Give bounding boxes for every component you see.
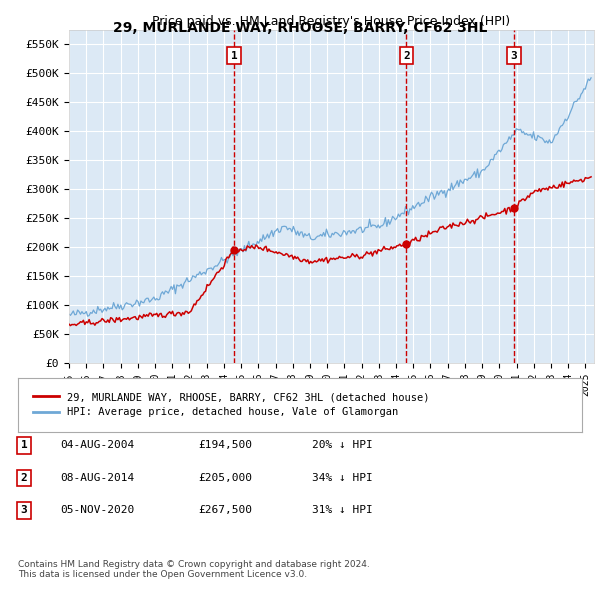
Legend: 29, MURLANDE WAY, RHOOSE, BARRY, CF62 3HL (detached house), HPI: Average price, : 29, MURLANDE WAY, RHOOSE, BARRY, CF62 3H… [29, 388, 434, 421]
Text: 3: 3 [20, 506, 28, 515]
Text: £194,500: £194,500 [198, 441, 252, 450]
Text: 1: 1 [230, 51, 238, 61]
Text: 08-AUG-2014: 08-AUG-2014 [60, 473, 134, 483]
Text: 20% ↓ HPI: 20% ↓ HPI [312, 441, 373, 450]
Text: £205,000: £205,000 [198, 473, 252, 483]
Text: £267,500: £267,500 [198, 506, 252, 515]
Text: 29, MURLANDE WAY, RHOOSE, BARRY, CF62 3HL: 29, MURLANDE WAY, RHOOSE, BARRY, CF62 3H… [113, 21, 487, 35]
Text: 3: 3 [511, 51, 517, 61]
Text: 2: 2 [20, 473, 28, 483]
Text: Contains HM Land Registry data © Crown copyright and database right 2024.
This d: Contains HM Land Registry data © Crown c… [18, 560, 370, 579]
Text: 1: 1 [20, 441, 28, 450]
Title: Price paid vs. HM Land Registry's House Price Index (HPI): Price paid vs. HM Land Registry's House … [152, 15, 511, 28]
Text: 05-NOV-2020: 05-NOV-2020 [60, 506, 134, 515]
Text: 31% ↓ HPI: 31% ↓ HPI [312, 506, 373, 515]
Text: 04-AUG-2004: 04-AUG-2004 [60, 441, 134, 450]
Text: 2: 2 [403, 51, 410, 61]
Text: 34% ↓ HPI: 34% ↓ HPI [312, 473, 373, 483]
